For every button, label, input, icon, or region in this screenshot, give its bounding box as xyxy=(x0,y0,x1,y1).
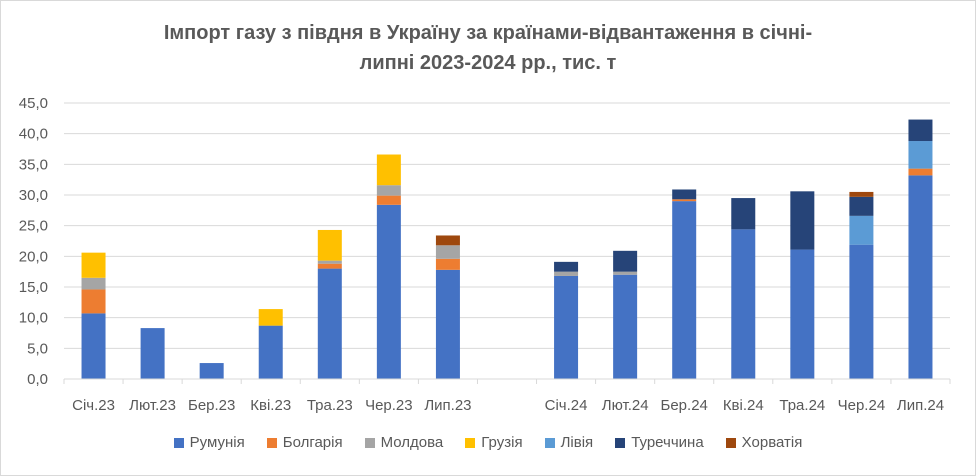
y-tick-label: 25,0 xyxy=(19,218,48,235)
legend-swatch xyxy=(465,437,476,448)
x-tick-label: Лип.23 xyxy=(424,397,471,414)
bar-segment xyxy=(81,252,106,278)
bar-segment xyxy=(672,201,697,379)
bar-segment xyxy=(849,191,874,197)
bar-segment xyxy=(376,185,401,196)
legend-label: Лівія xyxy=(560,434,594,451)
y-tick-label: 35,0 xyxy=(19,156,48,173)
y-tick-label: 10,0 xyxy=(19,310,48,327)
bar-segment xyxy=(81,277,106,290)
y-tick-label: 15,0 xyxy=(19,279,48,296)
legend-item: Молдова xyxy=(364,434,444,451)
legend-swatch xyxy=(173,437,184,448)
bar-segment xyxy=(554,271,579,276)
x-tick-label: Тра.23 xyxy=(307,397,353,414)
bar-segment xyxy=(140,328,165,379)
x-tick-label: Бер.23 xyxy=(188,397,235,414)
bar-segment xyxy=(317,260,342,264)
bar-segment xyxy=(317,229,342,261)
bar-segment xyxy=(849,215,874,245)
y-tick-label: 20,0 xyxy=(19,248,48,265)
bar-segment xyxy=(908,141,933,169)
bar-segment xyxy=(731,229,756,379)
x-tick-label: Кві.23 xyxy=(250,397,291,414)
x-tick-label: Лют.23 xyxy=(129,397,176,414)
bar-segment xyxy=(81,289,106,314)
legend-label: Грузія xyxy=(481,434,523,451)
bar-segment xyxy=(672,189,697,200)
legend-swatch xyxy=(266,437,277,448)
bar-segment xyxy=(908,175,933,379)
bar-segment xyxy=(376,195,401,205)
legend-swatch xyxy=(364,437,375,448)
bar-segment xyxy=(317,263,342,269)
legend-item: Грузія xyxy=(465,434,523,451)
bar-segment xyxy=(613,274,638,379)
legend-label: Болгарія xyxy=(282,434,343,451)
bar-segment xyxy=(435,235,460,246)
legend-swatch xyxy=(725,437,736,448)
y-tick-label: 45,0 xyxy=(19,95,48,112)
bar-segment xyxy=(81,313,106,379)
legend-swatch xyxy=(615,437,626,448)
bar-segment xyxy=(613,250,638,272)
y-tick-label: 30,0 xyxy=(19,187,48,204)
legend-label: Хорватія xyxy=(741,434,803,451)
bar-segment xyxy=(199,363,224,379)
legend-item: Румунія xyxy=(173,434,245,451)
bar-segment xyxy=(376,204,401,379)
x-tick-label: Тра.24 xyxy=(779,397,825,414)
chart-title-line1: Імпорт газу з півдня в Україну за країна… xyxy=(163,22,813,44)
bar-segment xyxy=(554,261,579,272)
chart-legend: Румунія Болгарія Молдова Грузія Лівія Туреччи… xyxy=(0,434,976,451)
legend-label: Румунія xyxy=(189,434,245,451)
bar-segment xyxy=(258,309,283,326)
bar-segment xyxy=(908,168,933,176)
legend-label: Туреччина xyxy=(631,434,704,451)
bar-segment xyxy=(613,271,638,275)
bar-segment xyxy=(731,198,756,230)
bar-segment xyxy=(790,249,815,379)
x-tick-label: Чер.24 xyxy=(838,397,886,414)
x-tick-label: Чер.23 xyxy=(365,397,413,414)
chart-title-line2: липні 2023-2024 рр., тис. т xyxy=(359,52,617,74)
legend-item: Лівія xyxy=(544,434,594,451)
bar-segment xyxy=(672,199,697,202)
x-tick-label: Січ.23 xyxy=(72,397,115,414)
y-tick-label: 5,0 xyxy=(27,340,48,357)
x-tick-label: Бер.24 xyxy=(661,397,708,414)
bar-segment xyxy=(849,196,874,216)
legend-swatch xyxy=(544,437,555,448)
legend-item: Хорватія xyxy=(725,434,803,451)
bar-segment xyxy=(435,258,460,270)
legend-item: Туреччина xyxy=(615,434,704,451)
bar-segment xyxy=(554,275,579,379)
y-tick-label: 40,0 xyxy=(19,126,48,143)
bar-segment xyxy=(435,245,460,259)
bar-segment xyxy=(376,154,401,186)
bar-segment xyxy=(435,269,460,379)
bar-segment xyxy=(317,268,342,379)
bar-segment xyxy=(849,244,874,379)
x-tick-label: Лют.24 xyxy=(602,397,649,414)
bar-segment xyxy=(258,325,283,379)
y-tick-label: 0,0 xyxy=(27,371,48,388)
x-tick-label: Кві.24 xyxy=(723,397,764,414)
legend-label: Молдова xyxy=(380,434,444,451)
bar-segment xyxy=(908,119,933,142)
x-tick-label: Лип.24 xyxy=(897,397,944,414)
x-tick-label: Січ.24 xyxy=(545,397,588,414)
legend-item: Болгарія xyxy=(266,434,343,451)
bar-segment xyxy=(790,191,815,250)
chart-title: Імпорт газу з півдня в Україну за країна… xyxy=(80,18,896,78)
